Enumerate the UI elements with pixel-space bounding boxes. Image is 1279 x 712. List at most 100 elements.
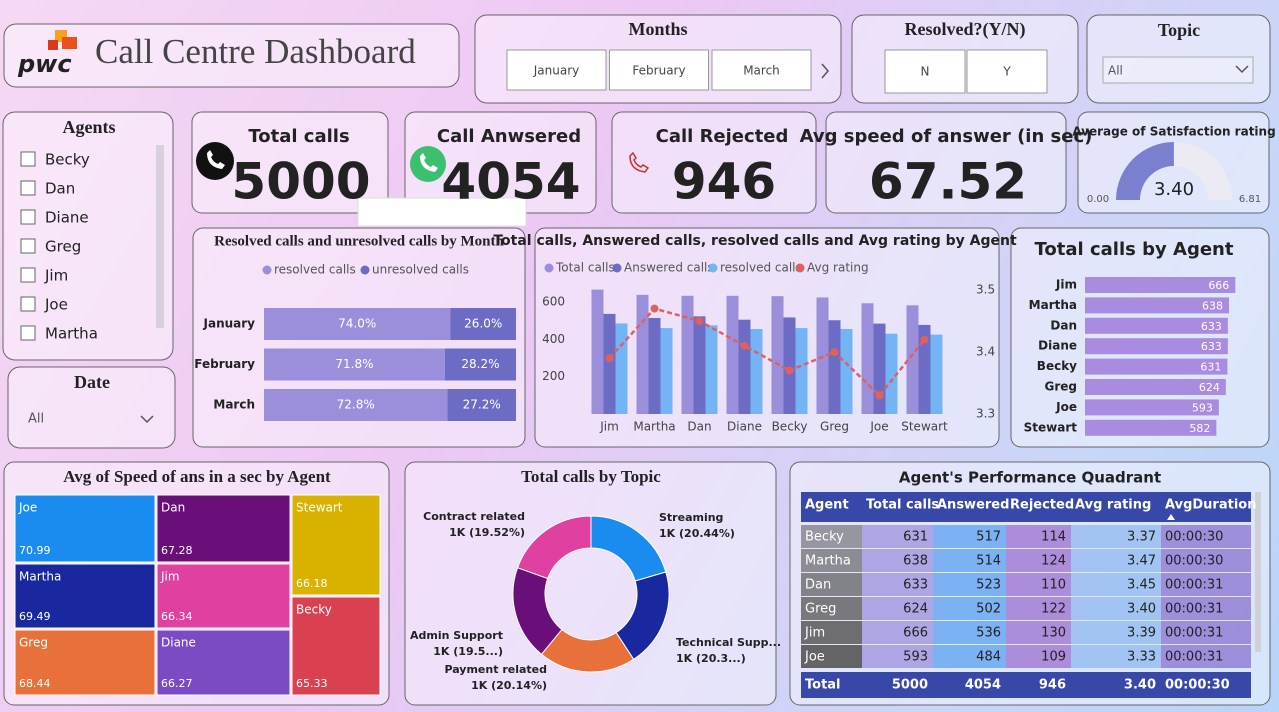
legend-label: resolved calls xyxy=(720,261,802,275)
cell-text: 00:00:30 xyxy=(1165,554,1223,569)
bar xyxy=(828,320,841,414)
cell-text: 00:00:30 xyxy=(1165,530,1223,545)
scrollbar[interactable] xyxy=(156,145,164,328)
bar xyxy=(783,317,796,414)
visual-toolbar[interactable] xyxy=(357,197,527,227)
kpi-card xyxy=(191,111,389,214)
table-cell xyxy=(862,549,933,572)
checkbox[interactable] xyxy=(20,238,36,254)
donut-slice xyxy=(516,515,592,580)
y-tick-label: Greg xyxy=(1045,380,1078,394)
dropdown-value: All xyxy=(28,412,44,427)
slicer-item[interactable] xyxy=(966,49,1048,94)
bar xyxy=(693,316,706,414)
table-cell xyxy=(1071,573,1161,596)
tile-label: Stewart xyxy=(296,501,343,515)
table-cell xyxy=(862,621,933,644)
line-point xyxy=(650,304,659,313)
bar xyxy=(636,294,649,414)
tile-value: 65.33 xyxy=(296,677,328,690)
gauge-max: 6.81 xyxy=(1239,194,1261,205)
table-cell xyxy=(862,645,933,668)
checkbox[interactable] xyxy=(20,151,36,167)
treemap-tile xyxy=(291,596,381,696)
table-cell xyxy=(1161,573,1251,596)
sort-arrow xyxy=(1167,514,1175,520)
bar xyxy=(1085,379,1226,395)
slicer-item[interactable] xyxy=(506,49,607,91)
legend-marker xyxy=(708,263,718,273)
treemap-tile xyxy=(156,494,291,563)
cell-text: 3.37 xyxy=(1127,530,1156,545)
logo-block xyxy=(48,40,58,50)
slice-value: 1K (19.5...) xyxy=(433,645,503,658)
data-label: 638 xyxy=(1202,299,1223,312)
y-tick-label: Stewart xyxy=(1024,420,1078,434)
table-cell xyxy=(801,645,862,668)
cell-text: 633 xyxy=(903,578,928,593)
x-tick-label: Stewart xyxy=(901,420,948,434)
legend-label: resolved calls xyxy=(274,263,356,277)
scrollbar[interactable] xyxy=(1255,492,1261,652)
data-label: 71.8% xyxy=(335,357,373,371)
total-cell: Total xyxy=(805,678,841,693)
checkbox-label: Diane xyxy=(45,209,89,227)
checkbox[interactable] xyxy=(20,267,36,283)
treemap-tile xyxy=(156,563,291,629)
checkbox[interactable] xyxy=(20,209,36,225)
table-cell xyxy=(933,549,1006,572)
cell-text: 122 xyxy=(1041,602,1066,617)
checkbox[interactable] xyxy=(20,325,36,341)
legend-marker xyxy=(360,265,370,275)
slicer-item[interactable] xyxy=(609,49,709,91)
tile-label: Martha xyxy=(19,570,61,584)
data-label: 72.8% xyxy=(337,398,375,412)
cell-text: 110 xyxy=(1041,578,1066,593)
legend-marker xyxy=(262,265,272,275)
column-header: Rejected xyxy=(1010,498,1074,513)
chevron[interactable] xyxy=(140,415,154,424)
cell-text: 124 xyxy=(1041,554,1066,569)
checkbox-label: Martha xyxy=(45,325,98,343)
cell-text: 666 xyxy=(903,626,928,641)
column-header: Total calls xyxy=(866,498,939,513)
y2-tick-label: 3.4 xyxy=(976,345,995,359)
phone-glyph xyxy=(207,150,225,169)
slicer-item[interactable] xyxy=(711,49,812,91)
tile-label: Diane xyxy=(161,636,196,650)
gauge-value xyxy=(1116,142,1174,200)
data-label: 593 xyxy=(1192,401,1213,414)
checkbox[interactable] xyxy=(20,296,36,312)
data-label: 27.2% xyxy=(463,398,501,412)
kpi-value: 67.52 xyxy=(869,153,1027,211)
table-total-bg xyxy=(801,672,1251,698)
table-cell xyxy=(1161,645,1251,668)
bar-segment xyxy=(264,308,451,340)
treemap-tile xyxy=(14,494,156,563)
y-tick-label: 600 xyxy=(542,294,565,308)
dropdown[interactable] xyxy=(1102,56,1254,84)
bar xyxy=(840,329,853,414)
table-cell xyxy=(933,621,1006,644)
cell-text: 00:00:31 xyxy=(1165,650,1223,665)
tile-value: 68.44 xyxy=(19,677,51,690)
slicer-item-label: January xyxy=(533,64,580,78)
bar xyxy=(705,325,718,414)
tile-value: 66.34 xyxy=(161,610,193,623)
bar-segment xyxy=(447,389,516,421)
chart-title: Total calls, Answered calls, resolved ca… xyxy=(493,233,1017,249)
gauge-label: 3.40 xyxy=(1154,179,1194,200)
total-cell: 4054 xyxy=(965,678,1001,693)
tile-label: Dan xyxy=(161,501,185,515)
table-cell xyxy=(1161,597,1251,620)
checkbox[interactable] xyxy=(20,180,36,196)
slicer-item[interactable] xyxy=(884,49,966,94)
slice-label: Admin Support xyxy=(410,629,503,642)
cell-text: 517 xyxy=(976,530,1001,545)
data-label: 624 xyxy=(1199,381,1220,394)
legend-label: Avg rating xyxy=(807,261,869,275)
x-tick-label: Jim xyxy=(599,420,619,434)
cell-text: Becky xyxy=(805,530,844,545)
scroll-arrow[interactable] xyxy=(821,63,829,79)
